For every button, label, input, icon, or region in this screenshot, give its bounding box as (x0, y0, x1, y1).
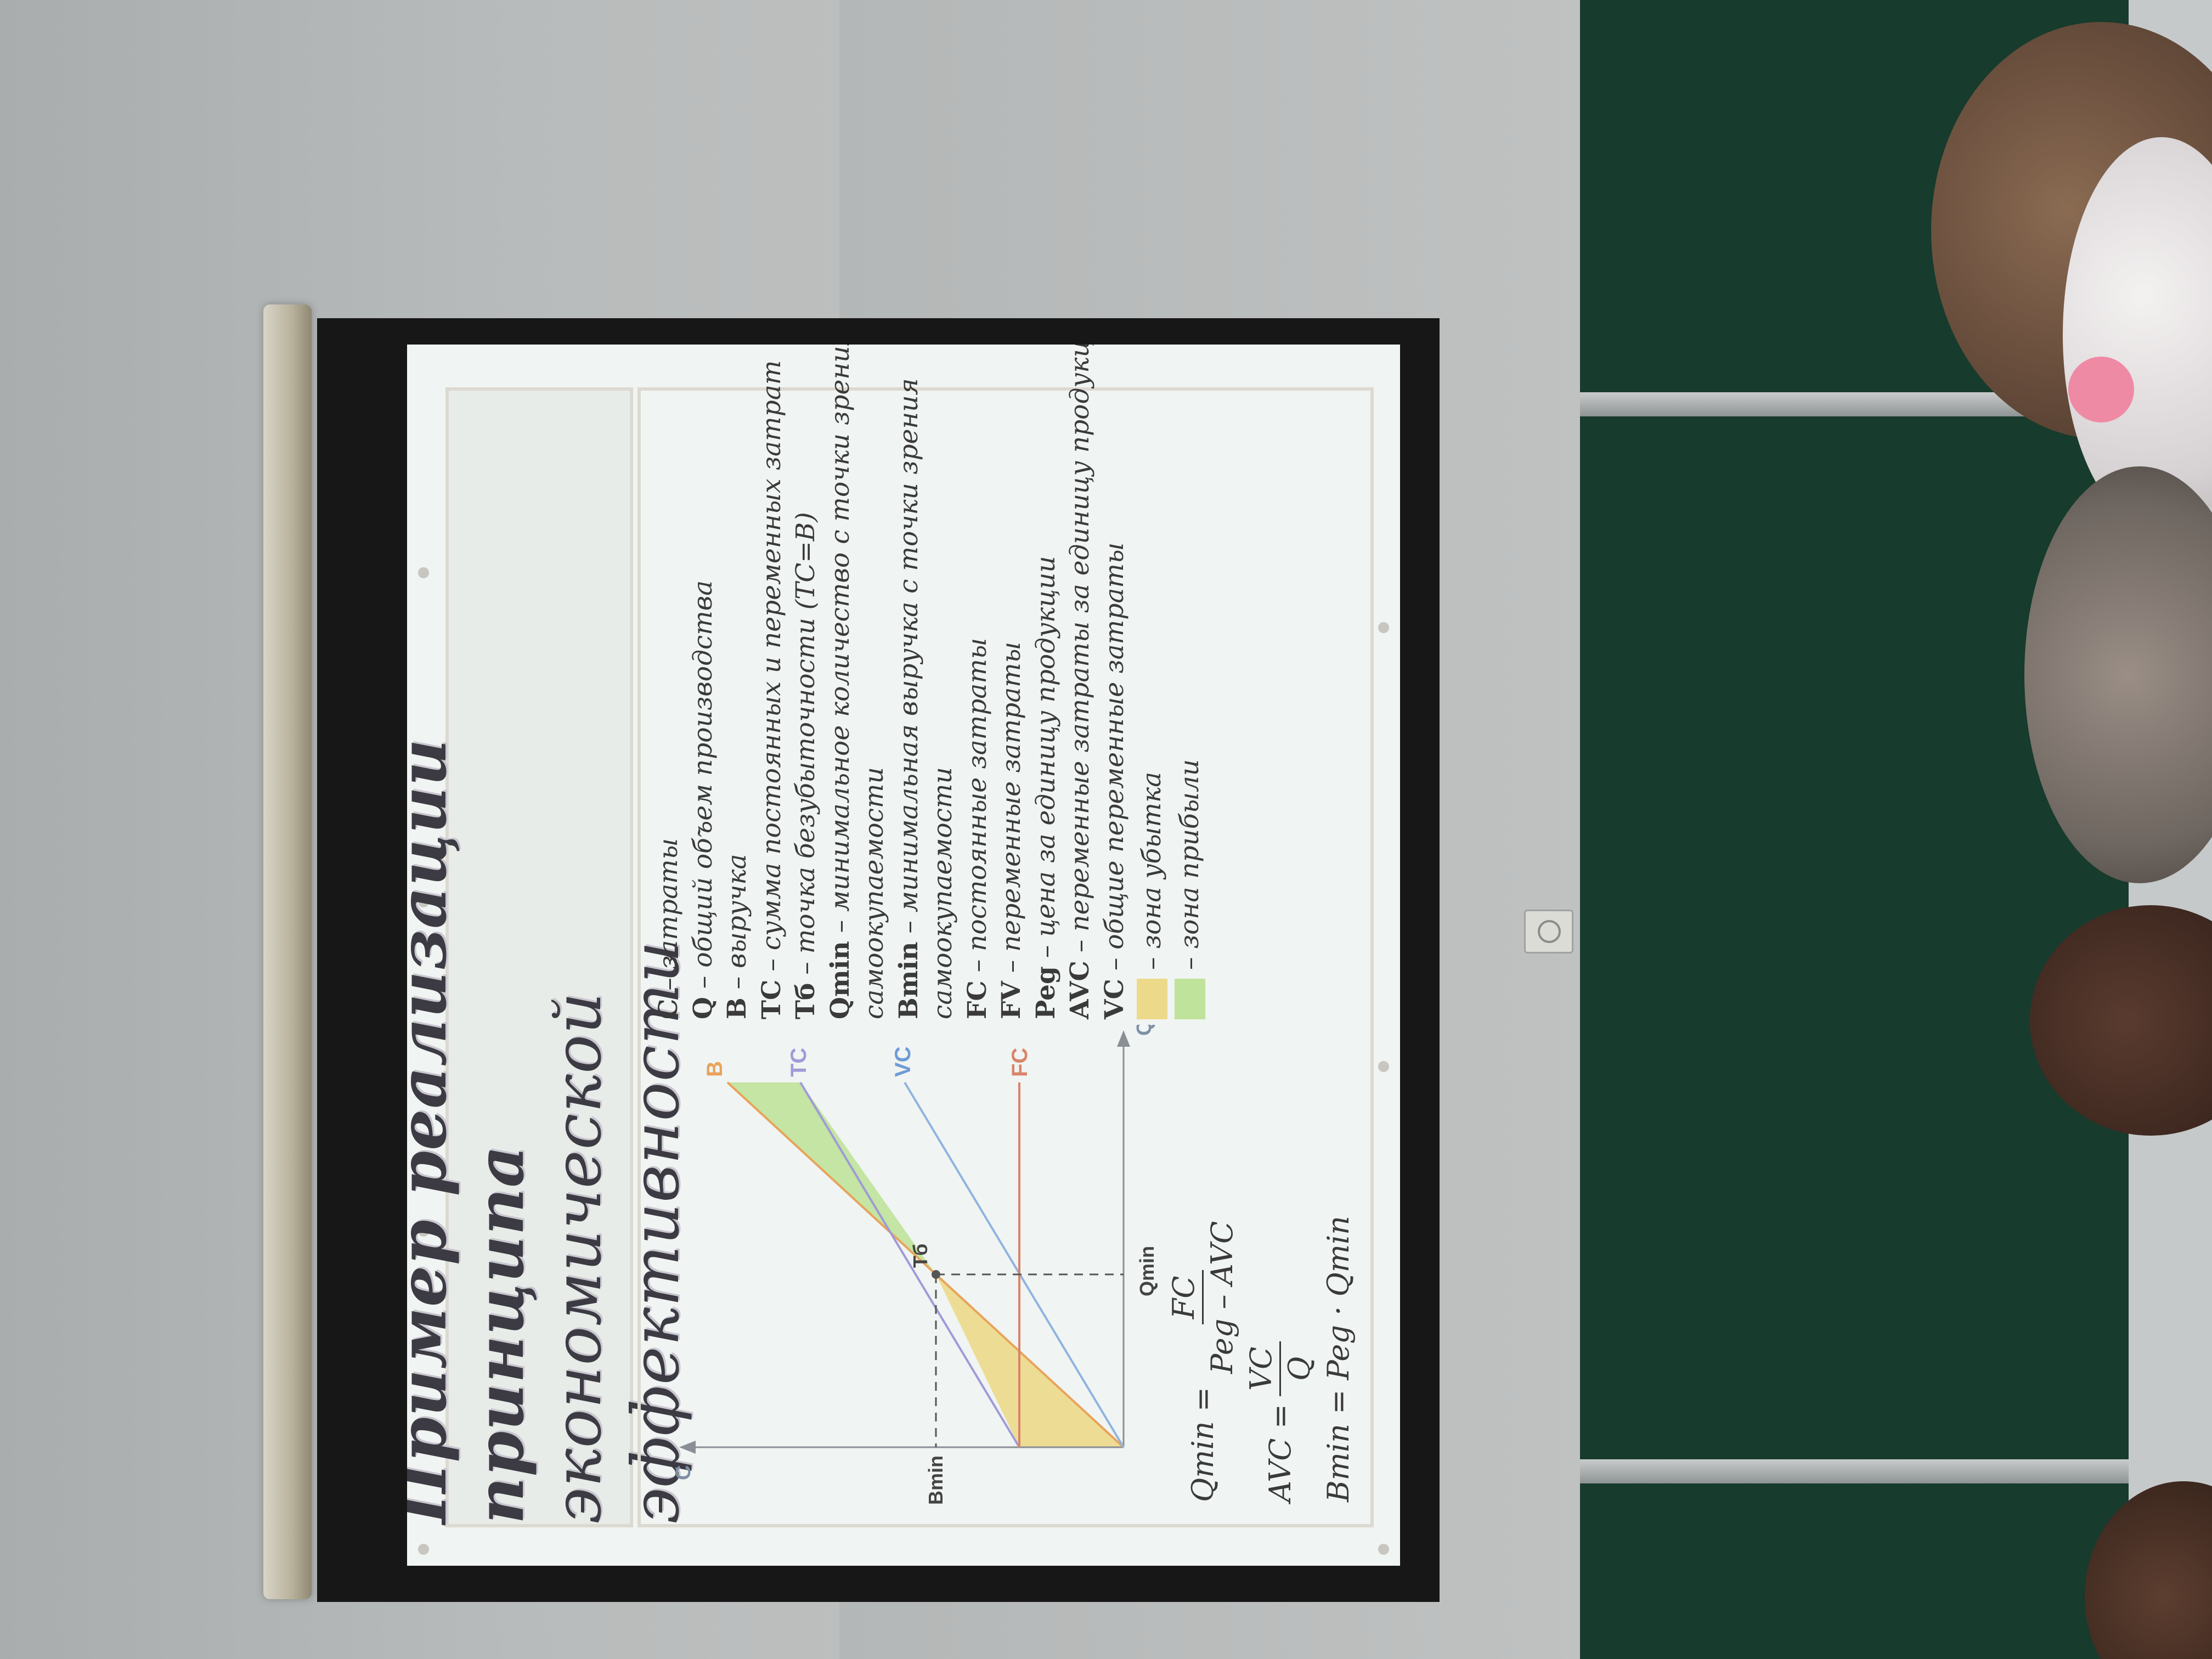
legend-row: самоокупаемости (857, 405, 892, 1019)
zone-legend-row: – зона прибыли (1173, 405, 1207, 1019)
legend-symbol: FC (962, 980, 992, 1019)
legend-row: C – затраты (652, 405, 686, 1019)
legend-row: Q – общий объем производства (686, 405, 721, 1019)
series-label-vc: VC (891, 1046, 915, 1077)
formula-qmin-lhs: Qmin = (1186, 1387, 1220, 1502)
zone-label: – зона прибыли (1174, 759, 1205, 970)
legend-symbol: C (653, 998, 684, 1019)
slide-body: C Q Tб Qmin Bmin B TC VC FC Qmin = FC Peg – AVC … (637, 345, 1374, 1527)
y-axis-arrow (679, 1441, 696, 1454)
series-line-b (726, 1081, 1125, 1448)
formula-qmin-numerator: FC (1166, 1270, 1204, 1325)
x-axis-arrow (1117, 1030, 1130, 1047)
student-head (2024, 466, 2212, 883)
legend-symbol: Qmin (825, 941, 855, 1019)
legend-text: – переменные затраты за единицу продукци… (1065, 345, 1095, 961)
series-label-b: B (703, 1061, 727, 1077)
legend-text: – выручка (722, 854, 752, 998)
legend-text: – общий объем производства (687, 580, 718, 997)
formula-qmin-denominator: Peg – AVC (1205, 1221, 1239, 1374)
legend-row: Bmin – минимальная выручка с точки зрени… (892, 378, 927, 1019)
legend-text: – минимальное количество с точки зрения (825, 345, 855, 941)
legend-text: – переменные затраты (996, 641, 1026, 981)
legend-row: VC – общие переменные затраты (1098, 405, 1132, 1019)
series-label-fc: FC (1008, 1048, 1032, 1077)
legend-text: – сумма постоянных и переменных затрат (756, 360, 787, 980)
student-head (2030, 905, 2212, 1136)
legend-text: самоокупаемости (928, 767, 958, 1019)
formula-avc-fraction: VC Q (1244, 1341, 1317, 1396)
breakeven-label: Tб (909, 1244, 932, 1268)
legend-text: – общие переменные затраты (1099, 542, 1130, 979)
legend-row: самоокупаемости (926, 405, 961, 1019)
wall-socket (1524, 910, 1573, 953)
breakeven-point (932, 1270, 940, 1279)
x-axis-label: Q (1133, 1025, 1156, 1036)
formula-qmin-fraction: FC Peg – AVC (1166, 1216, 1239, 1379)
projector-screen-roller (263, 304, 312, 1599)
legend-text: – постоянные затраты (962, 637, 992, 981)
bmin-label: Bmin (924, 1455, 947, 1505)
legend-row: FC – постоянные затраты (961, 405, 995, 1019)
projected-slide: Пример реализации принципа экономической… (407, 345, 1400, 1566)
legend-row: Peg – цена за единицу продукции (1029, 405, 1064, 1019)
legend-row: AVC – переменные затраты за единицу прод… (1063, 345, 1098, 1019)
legend-text: – цена за единицу продукции (1030, 556, 1061, 967)
formula-qmin: Qmin = FC Peg – AVC (1166, 1030, 1239, 1502)
legend-row: B – выручка (720, 405, 755, 1019)
qmin-label: Qmin (1136, 1246, 1158, 1296)
legend-row: FV – переменные затраты (995, 405, 1029, 1019)
legend-symbol: VC (1099, 979, 1130, 1019)
formula-bmin: Bmin = Peg · Qmin (1321, 1030, 1356, 1502)
legend-symbol: AVC (1065, 961, 1095, 1019)
series-line-tc (799, 1081, 1020, 1448)
legend-symbol: B (722, 997, 752, 1019)
legend-text: – затраты (653, 838, 684, 999)
series-label-tc: TC (787, 1048, 811, 1077)
legend-symbol: Tб (791, 983, 821, 1019)
zone-swatch (1174, 979, 1205, 1019)
legend-symbol: Bmin (893, 941, 924, 1019)
legend-symbol: Peg (1030, 966, 1061, 1019)
zone-legend-row: – зона убытка (1135, 405, 1170, 1019)
legend-text: самоокупаемости (859, 767, 889, 1019)
legend-symbol: FV (996, 981, 1026, 1019)
chalkboard-rail (1580, 1459, 2129, 1483)
formula-avc: AVC = VC Q (1244, 1030, 1317, 1502)
zone-swatch (1137, 979, 1168, 1019)
series-line-vc (904, 1081, 1125, 1448)
formulas: Qmin = FC Peg – AVC AVC = VC Q (1162, 1030, 1356, 1502)
formula-avc-numerator: VC (1244, 1341, 1281, 1396)
legend-text: – минимальная выручка с точки зрения (893, 378, 924, 942)
legend-row: Tб – точка безубыточности (TC=B) (789, 405, 823, 1019)
slide-title-line1: Пример реализации принципа (407, 738, 539, 1524)
legend-row: TC – сумма постоянных и переменных затра… (755, 360, 789, 1019)
formula-bmin-text: Bmin = Peg · Qmin (1321, 1216, 1356, 1502)
legend-row: Qmin – минимальное количество с точки зр… (823, 345, 858, 1019)
breakeven-chart: C Q Tб Qmin Bmin B TC VC FC (672, 1025, 1158, 1505)
formula-avc-lhs: AVC = (1263, 1403, 1297, 1502)
slide-content: Пример реализации принципа экономической… (407, 345, 1400, 1566)
formula-avc-denominator: Q (1282, 1356, 1317, 1381)
legend-text: – точка безубыточности (TC=B) (791, 512, 821, 983)
legend-symbol: Q (687, 997, 718, 1019)
pink-hair-clip (2068, 357, 2134, 422)
slide-legend: C – затраты Q – общий объем производства B… (652, 345, 1207, 1019)
y-axis-label: C (672, 1465, 695, 1480)
zone-label: – зона убытка (1137, 771, 1167, 970)
slide-title: Пример реализации принципа экономической… (407, 387, 693, 1527)
legend-symbol: TC (756, 979, 787, 1019)
